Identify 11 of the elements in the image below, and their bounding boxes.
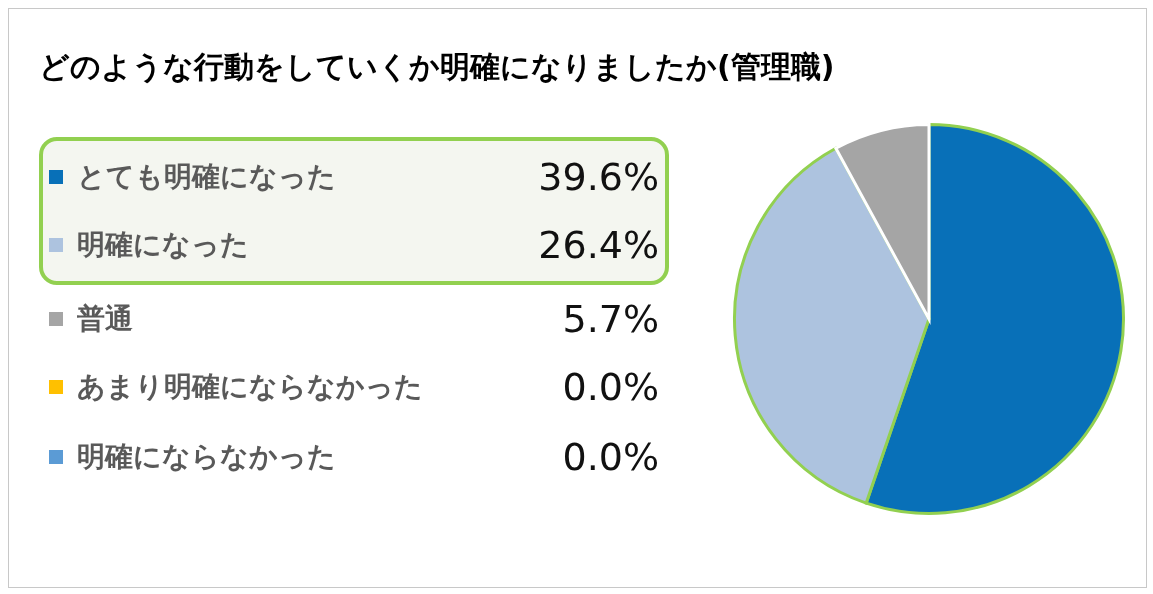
data-label: 26.4% (538, 223, 659, 267)
chart-title: どのような行動をしていくか明確になりましたか(管理職) (39, 48, 835, 86)
legend-label: 普通 (77, 301, 134, 337)
data-label: 39.6% (538, 155, 659, 199)
text: 0.0% (562, 365, 659, 409)
legend-label: 明確になった (77, 227, 250, 263)
text: 0.0% (562, 435, 659, 479)
legend-label: とても明確になった (77, 159, 337, 195)
legend-label: 明確にならなかった (77, 439, 337, 475)
legend-label: あまり明確にならなかった (77, 369, 424, 405)
data-label: 5.7% (562, 297, 659, 341)
